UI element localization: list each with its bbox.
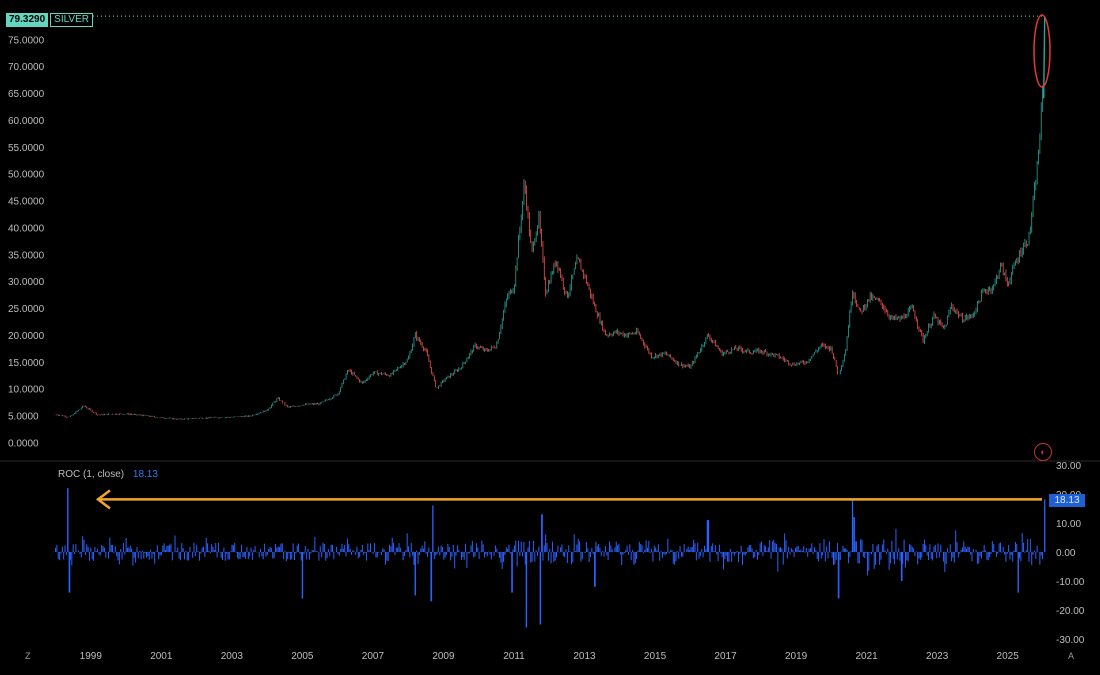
price-tick-label: 60.0000 [8,116,45,127]
price-tick-label: 0.0000 [8,438,39,449]
roc-legend[interactable]: ROC (1, close) 18.13 [58,469,158,480]
roc-tick-label: 10.00 [1056,519,1081,530]
auto-scale-label[interactable]: A [1068,651,1075,661]
price-tick-label: 10.0000 [8,385,45,396]
x-tick-label: 2009 [432,651,455,662]
x-axis: 1999 2001 2003 2005 2007 2009 2011 2013 2015 2017… [80,651,1020,662]
x-tick-label: 2005 [291,651,314,662]
roc-tick-label: 0.00 [1056,548,1076,559]
roc-tick-label: -20.00 [1056,606,1085,617]
price-tick-label: 55.0000 [8,143,45,154]
roc-legend-value: 18.13 [132,469,158,480]
roc-last-value-tag: 18.13 [1049,494,1085,507]
arrow-head [95,489,111,510]
x-tick-label: 1999 [80,651,103,662]
price-tick-label: 20.0000 [8,331,45,342]
roc-tick-label: 30.00 [1056,461,1081,472]
symbol-label: SILVER [50,13,93,27]
price-tick-label: 75.0000 [8,35,45,46]
x-tick-label: 2011 [503,651,525,662]
x-tick-label: 2015 [644,651,667,662]
x-tick-label: 2023 [926,651,949,662]
last-price-tag: 79.3290 SILVER [6,13,93,27]
roc-tick-label: -10.00 [1056,577,1085,588]
price-tick-label: 50.0000 [8,170,45,181]
price-tick-label: 70.0000 [8,62,45,73]
x-tick-label: 2019 [785,651,808,662]
price-tick-label: 45.0000 [8,197,45,208]
price-pane: 0.0000 5.0000 10.0000 15.0000 20.0000 25.0000… [0,14,1100,462]
timezone-label[interactable]: Z [25,651,31,661]
price-tick-label: 15.0000 [8,358,45,369]
tradingview-logo-icon[interactable]: ◐ [1034,443,1052,461]
x-tick-label: 2013 [573,651,596,662]
roc-tick-label: -30.00 [1056,635,1085,646]
price-spike [1042,16,1046,99]
highlight-ellipse [1033,14,1051,88]
price-tick-label: 25.0000 [8,304,45,315]
price-tick-label: 30.0000 [8,277,45,288]
price-tick-label: 65.0000 [8,89,45,100]
last-price-value: 79.3290 [6,13,49,27]
x-tick-label: 2025 [997,651,1020,662]
x-tick-label: 2007 [362,651,385,662]
price-tick-label: 35.0000 [8,250,45,261]
x-tick-label: 2021 [855,651,878,662]
x-tick-label: 2001 [150,651,173,662]
x-tick-label: 2017 [714,651,737,662]
roc-legend-label: ROC (1, close) [58,469,125,480]
price-tick-label: 5.0000 [8,412,39,423]
price-tick-label: 40.0000 [8,223,45,234]
x-tick-label: 2003 [221,651,244,662]
